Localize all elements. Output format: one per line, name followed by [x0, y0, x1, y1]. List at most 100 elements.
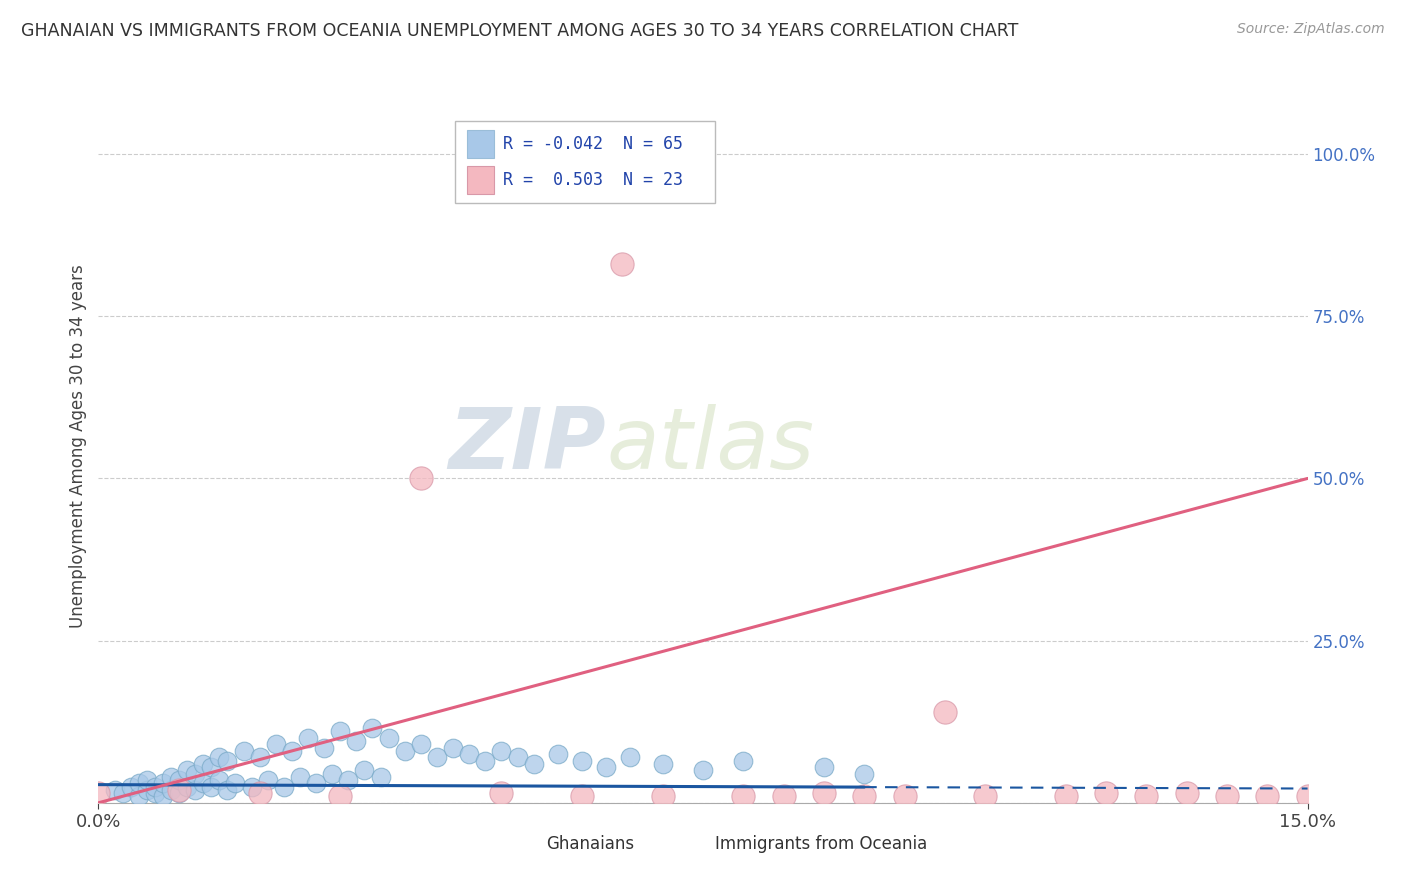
Point [491, 744, 513, 758]
Y-axis label: Unemployment Among Ages 30 to 34 years: Unemployment Among Ages 30 to 34 years [69, 264, 87, 628]
Text: Immigrants from Oceania: Immigrants from Oceania [716, 835, 928, 853]
Text: GHANAIAN VS IMMIGRANTS FROM OCEANIA UNEMPLOYMENT AMONG AGES 30 TO 34 YEARS CORRE: GHANAIAN VS IMMIGRANTS FROM OCEANIA UNEM… [21, 22, 1018, 40]
Point [733, 789, 755, 804]
Point [772, 789, 794, 804]
Point [193, 756, 215, 771]
Point [135, 773, 157, 788]
Point [612, 257, 634, 271]
Point [128, 789, 150, 804]
Point [506, 750, 529, 764]
Point [394, 744, 416, 758]
Point [264, 738, 287, 752]
Point [377, 731, 399, 745]
Point [813, 786, 835, 800]
Point [193, 776, 215, 790]
FancyBboxPatch shape [456, 121, 716, 203]
Point [217, 754, 239, 768]
Point [523, 756, 546, 771]
Point [249, 750, 271, 764]
Point [337, 773, 360, 788]
FancyBboxPatch shape [467, 166, 494, 194]
FancyBboxPatch shape [467, 130, 494, 159]
Point [176, 780, 198, 794]
Point [441, 740, 464, 755]
Point [571, 789, 593, 804]
FancyBboxPatch shape [503, 833, 537, 855]
Point [200, 760, 222, 774]
Point [232, 744, 254, 758]
Point [329, 789, 352, 804]
Point [1296, 789, 1319, 804]
Point [853, 789, 876, 804]
Text: Source: ZipAtlas.com: Source: ZipAtlas.com [1237, 22, 1385, 37]
Point [143, 780, 166, 794]
Point [733, 754, 755, 768]
Point [651, 789, 673, 804]
Point [1135, 789, 1157, 804]
Text: atlas: atlas [606, 404, 814, 488]
Point [571, 754, 593, 768]
Point [361, 721, 384, 735]
Point [143, 786, 166, 800]
Point [176, 764, 198, 778]
Point [160, 770, 183, 784]
Point [128, 776, 150, 790]
Point [651, 756, 673, 771]
Point [1256, 789, 1278, 804]
Point [208, 773, 231, 788]
Point [167, 782, 190, 797]
Point [491, 786, 513, 800]
Point [893, 789, 915, 804]
Point [305, 776, 328, 790]
Point [184, 782, 207, 797]
Point [370, 770, 392, 784]
Point [281, 744, 304, 758]
Point [103, 782, 125, 797]
Point [111, 786, 134, 800]
Point [224, 776, 246, 790]
Point [409, 738, 432, 752]
Point [426, 750, 449, 764]
Point [152, 776, 174, 790]
Point [240, 780, 263, 794]
Point [458, 747, 481, 761]
Text: Ghanaians: Ghanaians [546, 835, 634, 853]
Point [256, 773, 278, 788]
Point [249, 786, 271, 800]
Point [547, 747, 569, 761]
Text: ZIP: ZIP [449, 404, 606, 488]
Point [1054, 789, 1077, 804]
Point [167, 786, 190, 800]
Point [297, 731, 319, 745]
Point [184, 766, 207, 780]
Point [160, 782, 183, 797]
Point [314, 740, 336, 755]
Point [595, 760, 617, 774]
Point [692, 764, 714, 778]
FancyBboxPatch shape [672, 833, 707, 855]
Point [344, 734, 367, 748]
Point [167, 773, 190, 788]
Point [273, 780, 295, 794]
Point [1175, 786, 1198, 800]
Point [321, 766, 343, 780]
Point [974, 789, 997, 804]
Point [1095, 786, 1118, 800]
Point [208, 750, 231, 764]
Point [853, 766, 876, 780]
Point [329, 724, 352, 739]
Point [217, 782, 239, 797]
Point [409, 471, 432, 485]
Point [1216, 789, 1239, 804]
Point [152, 789, 174, 804]
Point [288, 770, 311, 784]
Point [200, 780, 222, 794]
Point [353, 764, 375, 778]
Point [135, 782, 157, 797]
Point [813, 760, 835, 774]
Text: R = -0.042  N = 65: R = -0.042 N = 65 [503, 136, 683, 153]
Point [619, 750, 641, 764]
Point [934, 705, 956, 719]
Point [87, 786, 110, 800]
Text: R =  0.503  N = 23: R = 0.503 N = 23 [503, 171, 683, 189]
